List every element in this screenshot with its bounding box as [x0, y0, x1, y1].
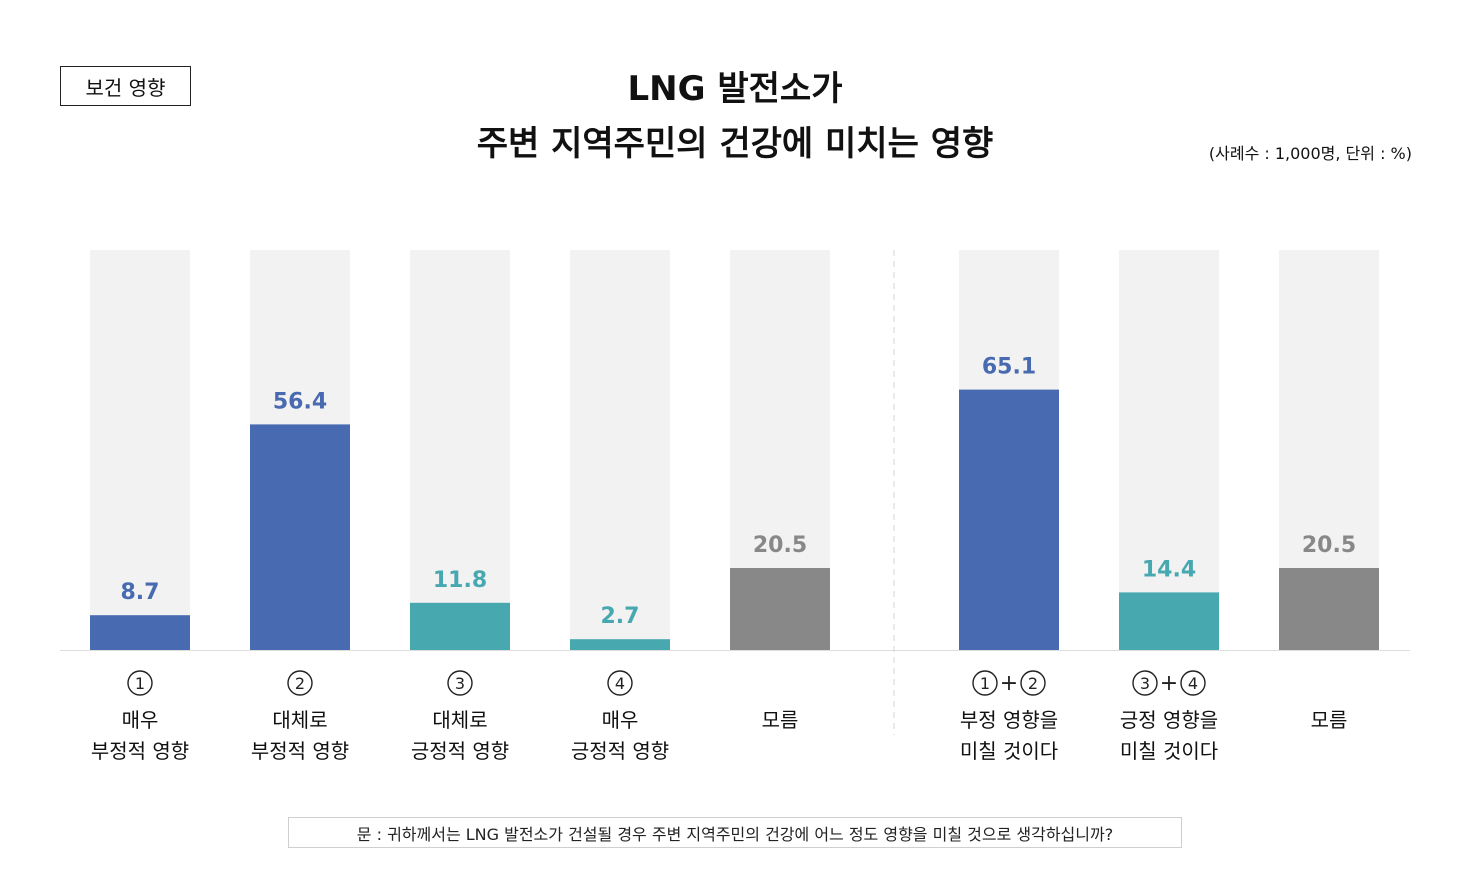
marker-plus: + [1000, 671, 1018, 696]
category-label: 부정적 영향 [251, 739, 349, 763]
bar [570, 639, 670, 650]
data-label: 11.8 [433, 568, 487, 593]
category-label: 모름 [762, 708, 799, 732]
marker-number: 3 [455, 674, 465, 693]
bar [1279, 568, 1379, 650]
bar-track [570, 250, 670, 650]
marker-circle [1132, 670, 1158, 696]
marker-number: 2 [295, 674, 305, 693]
category-label: 부정적 영향 [91, 739, 189, 763]
bar [959, 389, 1059, 650]
category-label: 부정 영향을 [960, 708, 1058, 732]
category-marker: 3 [447, 670, 473, 696]
chart-title-line1: LNG 발전소가 [627, 69, 843, 109]
bar [730, 568, 830, 650]
category-label: 긍정적 영향 [571, 739, 669, 763]
category-marker: 1 [127, 670, 153, 696]
category-marker: 3 4 + [1132, 670, 1206, 696]
marker-number: 3 [1140, 674, 1150, 693]
marker-number: 4 [615, 674, 625, 693]
category-label: 대체로 [432, 708, 487, 732]
category-label: 대체로 [272, 708, 327, 732]
category-label: 미칠 것이다 [1120, 739, 1218, 763]
bar [250, 424, 350, 650]
marker-circle [447, 670, 473, 696]
category-label: 매우 [602, 708, 639, 732]
category-marker: 1 2 + [972, 670, 1046, 696]
data-label: 8.7 [121, 580, 160, 605]
bar-track [410, 250, 510, 650]
marker-circle [127, 670, 153, 696]
bar-track [90, 250, 190, 650]
data-label: 65.1 [982, 355, 1036, 380]
data-label: 56.4 [273, 389, 327, 414]
marker-number: 4 [1188, 674, 1198, 693]
category-label: 긍정적 영향 [411, 739, 509, 763]
category-label: 모름 [1311, 708, 1348, 732]
data-label: 14.4 [1142, 557, 1196, 582]
bar-track [1119, 250, 1219, 650]
marker-number: 1 [980, 674, 990, 693]
marker-number: 1 [135, 674, 145, 693]
marker-circle [287, 670, 313, 696]
chart-title-line2: 주변 지역주민의 건강에 미치는 영향 [476, 124, 994, 164]
category-label: 미칠 것이다 [960, 739, 1058, 763]
data-label: 20.5 [753, 533, 807, 558]
survey-question: 문 : 귀하께서는 LNG 발전소가 건설될 경우 주변 지역주민의 건강에 어… [288, 817, 1182, 848]
category-label: 매우 [122, 708, 159, 732]
category-marker: 2 [287, 670, 313, 696]
data-label: 2.7 [601, 604, 640, 629]
marker-circle [1180, 670, 1206, 696]
bar [1119, 592, 1219, 650]
category-label: 긍정 영향을 [1120, 708, 1218, 732]
category-marker: 4 [607, 670, 633, 696]
bar [90, 615, 190, 650]
marker-circle [972, 670, 998, 696]
marker-plus: + [1160, 671, 1178, 696]
sample-note: (사례수 : 1,000명, 단위 : %) [1208, 144, 1412, 163]
marker-number: 2 [1028, 674, 1038, 693]
category-tag: 보건 영향 [60, 66, 191, 106]
bar [410, 602, 510, 650]
data-label: 20.5 [1302, 533, 1356, 558]
marker-circle [1020, 670, 1046, 696]
marker-circle [607, 670, 633, 696]
